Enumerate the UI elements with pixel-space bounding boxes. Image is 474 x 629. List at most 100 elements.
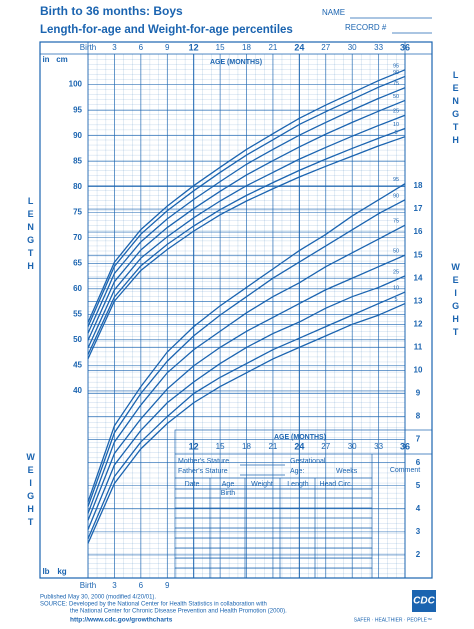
x-tick-label: 30 (348, 442, 357, 451)
y-tick-label: 14 (414, 273, 423, 282)
percentile-label: 75 (393, 81, 399, 87)
y-tick-label: 95 (73, 105, 82, 114)
url: http://www.cdc.gov/growthcharts (70, 617, 173, 624)
col-head: Age (222, 481, 235, 488)
length-side-label: LENGTH (451, 70, 461, 148)
kg-label: kg (57, 567, 66, 576)
record-form: AGE (MONTHS) Mother's Stature Father's S… (174, 429, 433, 579)
y-tick-label: 55 (73, 309, 82, 318)
percentile-curve (87, 127, 406, 355)
percentile-curve (87, 183, 406, 503)
y-tick-label: 50 (73, 335, 82, 344)
x-tick-label: 12 (189, 42, 199, 52)
x-tick-label: 18 (242, 43, 251, 52)
x-tick-label: 6 (139, 581, 144, 590)
y-tick-label: 12 (414, 319, 423, 328)
x-tick-label: 24 (294, 441, 304, 451)
cdc-logo (412, 590, 436, 612)
y-tick-label: 85 (73, 156, 82, 165)
x-tick-label: 3 (112, 581, 117, 590)
percentile-label: 95 (393, 63, 399, 69)
percentile-label: 50 (393, 249, 399, 255)
col-head: Head Circ. (319, 481, 352, 488)
percentile-curve (87, 99, 406, 341)
percentile-curve (87, 224, 406, 514)
name-label: NAME (322, 8, 345, 17)
record-label: RECORD # (345, 23, 387, 32)
percentile-curve (87, 69, 406, 323)
form-box (174, 429, 433, 579)
x-tick-label: 12 (189, 441, 199, 451)
comment: Comment (390, 467, 420, 474)
y-tick-label: 70 (73, 233, 82, 242)
percentile-label: 95 (393, 177, 399, 183)
x-tick-label: 6 (139, 43, 144, 52)
x-tick-label: 3 (112, 43, 117, 52)
x-tick-label: 30 (348, 43, 357, 52)
y-tick-label: 45 (73, 360, 82, 369)
x-tick-label: 36 (400, 42, 410, 52)
percentile-curve (87, 254, 406, 521)
y-tick-label: 7 (416, 435, 421, 444)
chart-subtitle: Length-for-age and Weight-for-age percen… (40, 24, 293, 36)
x-tick-label: 21 (268, 442, 277, 451)
x-tick-label: 33 (374, 442, 383, 451)
source: the National Center for Chronic Disease … (70, 609, 287, 615)
tagline: SAFER · HEALTHIER · PEOPLE™ (354, 617, 432, 623)
published: Published May 30, 2000 (modified 4/20/01… (40, 595, 156, 601)
percentile-label: 90 (393, 193, 399, 199)
source: SOURCE: Developed by the National Center… (40, 602, 267, 608)
y-tick-label: 2 (416, 550, 421, 559)
birth-row: Birth (221, 490, 236, 497)
percentile-curve (87, 87, 406, 334)
x-tick-label: Birth (80, 43, 96, 52)
y-tick-label: 16 (414, 227, 423, 236)
age-label: AGE (MONTHS) (210, 59, 262, 66)
col-head: Weight (251, 481, 273, 488)
percentile-label: 25 (393, 109, 399, 115)
y-tick-label: 18 (414, 181, 423, 190)
y-tick-label: 17 (414, 204, 423, 213)
y-tick-label: 8 (416, 412, 421, 421)
y-tick-label: 90 (73, 131, 82, 140)
gestational: Gestational (290, 458, 326, 465)
percentile-label: 5 (394, 297, 397, 303)
x-tick-label: 27 (321, 43, 330, 52)
x-tick-label: 36 (400, 441, 410, 451)
x-tick-label: 9 (165, 581, 170, 590)
x-tick-label: 9 (165, 43, 170, 52)
y-tick-label: 100 (69, 80, 83, 89)
x-tick-label: 18 (242, 442, 251, 451)
y-tick-label: 4 (416, 504, 421, 513)
x-tick-label: 15 (216, 442, 225, 451)
percentile-curve (87, 275, 406, 530)
y-tick-label: 80 (73, 182, 82, 191)
percentile-curve (87, 136, 406, 360)
x-tick-label: 15 (216, 43, 225, 52)
y-tick-label: 75 (73, 207, 82, 216)
cdc-logo-text: CDC (413, 596, 435, 607)
length-side-label: LENGTH (26, 196, 36, 274)
y-tick-label: 10 (414, 366, 423, 375)
weeks: Weeks (336, 468, 358, 475)
x-tick-label: 21 (268, 43, 277, 52)
x-tick-label: Birth (80, 581, 96, 590)
form-rows (175, 478, 372, 578)
percentile-label: 50 (393, 94, 399, 100)
weight-side-label: WEIGHT (26, 452, 36, 530)
in-label: in (42, 55, 49, 64)
percentile-curve (87, 302, 406, 544)
col-head: Length (287, 481, 309, 488)
chart-title: Birth to 36 months: Boys (40, 4, 183, 18)
y-tick-label: 6 (416, 458, 421, 467)
percentile-label: 75 (393, 219, 399, 225)
y-tick-label: 60 (73, 284, 82, 293)
weight-side-label: WEIGHT (451, 262, 461, 340)
y-tick-label: 40 (73, 386, 82, 395)
father-stature: Father's Stature (178, 468, 228, 475)
y-tick-label: 13 (414, 296, 423, 305)
x-tick-label: 33 (374, 43, 383, 52)
y-tick-label: 15 (414, 250, 423, 259)
